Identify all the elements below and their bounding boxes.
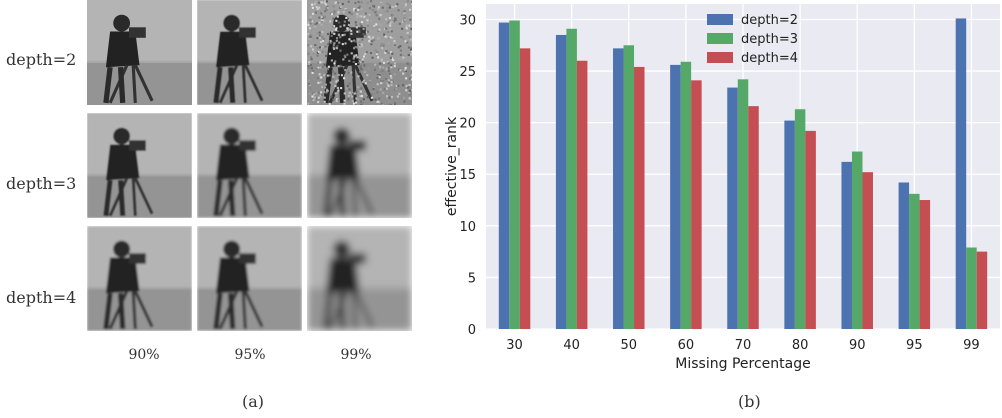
bar-depth-3-80: [794, 109, 806, 329]
bar-depth-4-30: [519, 48, 531, 329]
reconstruction-image: [197, 226, 302, 331]
reconstruction-image: [307, 113, 412, 218]
legend-swatch: [707, 14, 733, 25]
x-tick-label: 50: [621, 338, 638, 353]
bar-depth-3-90: [851, 151, 863, 329]
y-tick-label: 10: [459, 220, 476, 235]
bar-depth-4-90: [862, 172, 873, 329]
panel-b-caption: (b): [738, 392, 761, 411]
reconstruction-image: [307, 226, 412, 331]
row-label-depth-4: depth=4: [6, 288, 77, 307]
bar-depth-3-95: [909, 193, 920, 329]
x-tick-label: 40: [563, 338, 580, 353]
y-tick-label: 30: [459, 13, 476, 28]
y-tick-label: 5: [468, 271, 476, 286]
bar-depth-2-30: [498, 22, 510, 329]
bar-depth-2-50: [613, 48, 624, 329]
bar-depth-2-95: [898, 182, 910, 329]
row-label-depth-2: depth=2: [6, 50, 77, 69]
col-label-95: 95%: [234, 347, 266, 363]
x-tick-label: 70: [735, 338, 752, 353]
bar-depth-4-70: [748, 106, 759, 330]
y-tick-label: 0: [468, 323, 476, 338]
bar-depth-3-40: [566, 28, 577, 330]
bar-depth-4-95: [919, 200, 931, 329]
x-tick-label: 30: [506, 338, 523, 353]
x-tick-label: 60: [678, 338, 695, 353]
effective-rank-bar-chart: 0 5 10 15 20 25 30 30 40 50 60 70 80 90 95 99 Missing Pe…: [444, 4, 1000, 372]
row-label-depth-3: depth=3: [6, 174, 77, 193]
col-label-99: 99%: [340, 347, 372, 363]
x-tick-label: 99: [963, 338, 980, 353]
bar-depth-2-80: [784, 120, 795, 329]
bar-depth-3-70: [737, 79, 749, 329]
bar-depth-2-90: [841, 161, 852, 329]
y-tick-label: 20: [459, 117, 476, 132]
y-tick-label: 25: [459, 65, 476, 80]
bar-depth-4-60: [691, 80, 702, 329]
bar-depth-3-30: [509, 20, 520, 330]
reconstruction-image: [87, 113, 192, 218]
bar-depth-3-50: [623, 45, 635, 330]
x-axis-label: Missing Percentage: [675, 356, 810, 372]
reconstruction-image: [87, 226, 192, 331]
reconstruction-image: [307, 0, 412, 105]
bar-depth-4-80: [805, 130, 816, 329]
bar-depth-2-40: [555, 34, 567, 329]
y-tick-label: 15: [459, 168, 476, 183]
x-tick-label: 90: [849, 338, 866, 353]
y-axis-label: effective_rank: [444, 116, 460, 216]
reconstruction-image: [87, 0, 192, 105]
x-tick-label: 80: [792, 338, 809, 353]
panel-a-caption: (a): [242, 392, 265, 411]
bar-depth-2-60: [670, 64, 681, 329]
bar-depth-3-60: [680, 61, 692, 330]
reconstruction-image: [197, 0, 302, 105]
legend-entry: depth=3: [741, 32, 798, 47]
bar-depth-2-99: [955, 18, 967, 329]
legend-swatch: [707, 52, 733, 63]
bar-depth-4-40: [576, 60, 588, 329]
x-tick-label: 95: [906, 338, 923, 353]
legend-swatch: [707, 33, 733, 44]
reconstruction-image: [197, 113, 302, 218]
bar-depth-4-99: [976, 251, 988, 329]
legend-entry: depth=4: [741, 51, 798, 66]
col-label-90: 90%: [128, 347, 160, 363]
legend-entry: depth=2: [741, 13, 798, 28]
bar-depth-2-70: [727, 87, 738, 329]
bar-depth-4-50: [634, 66, 645, 329]
bar-depth-3-99: [966, 247, 977, 329]
